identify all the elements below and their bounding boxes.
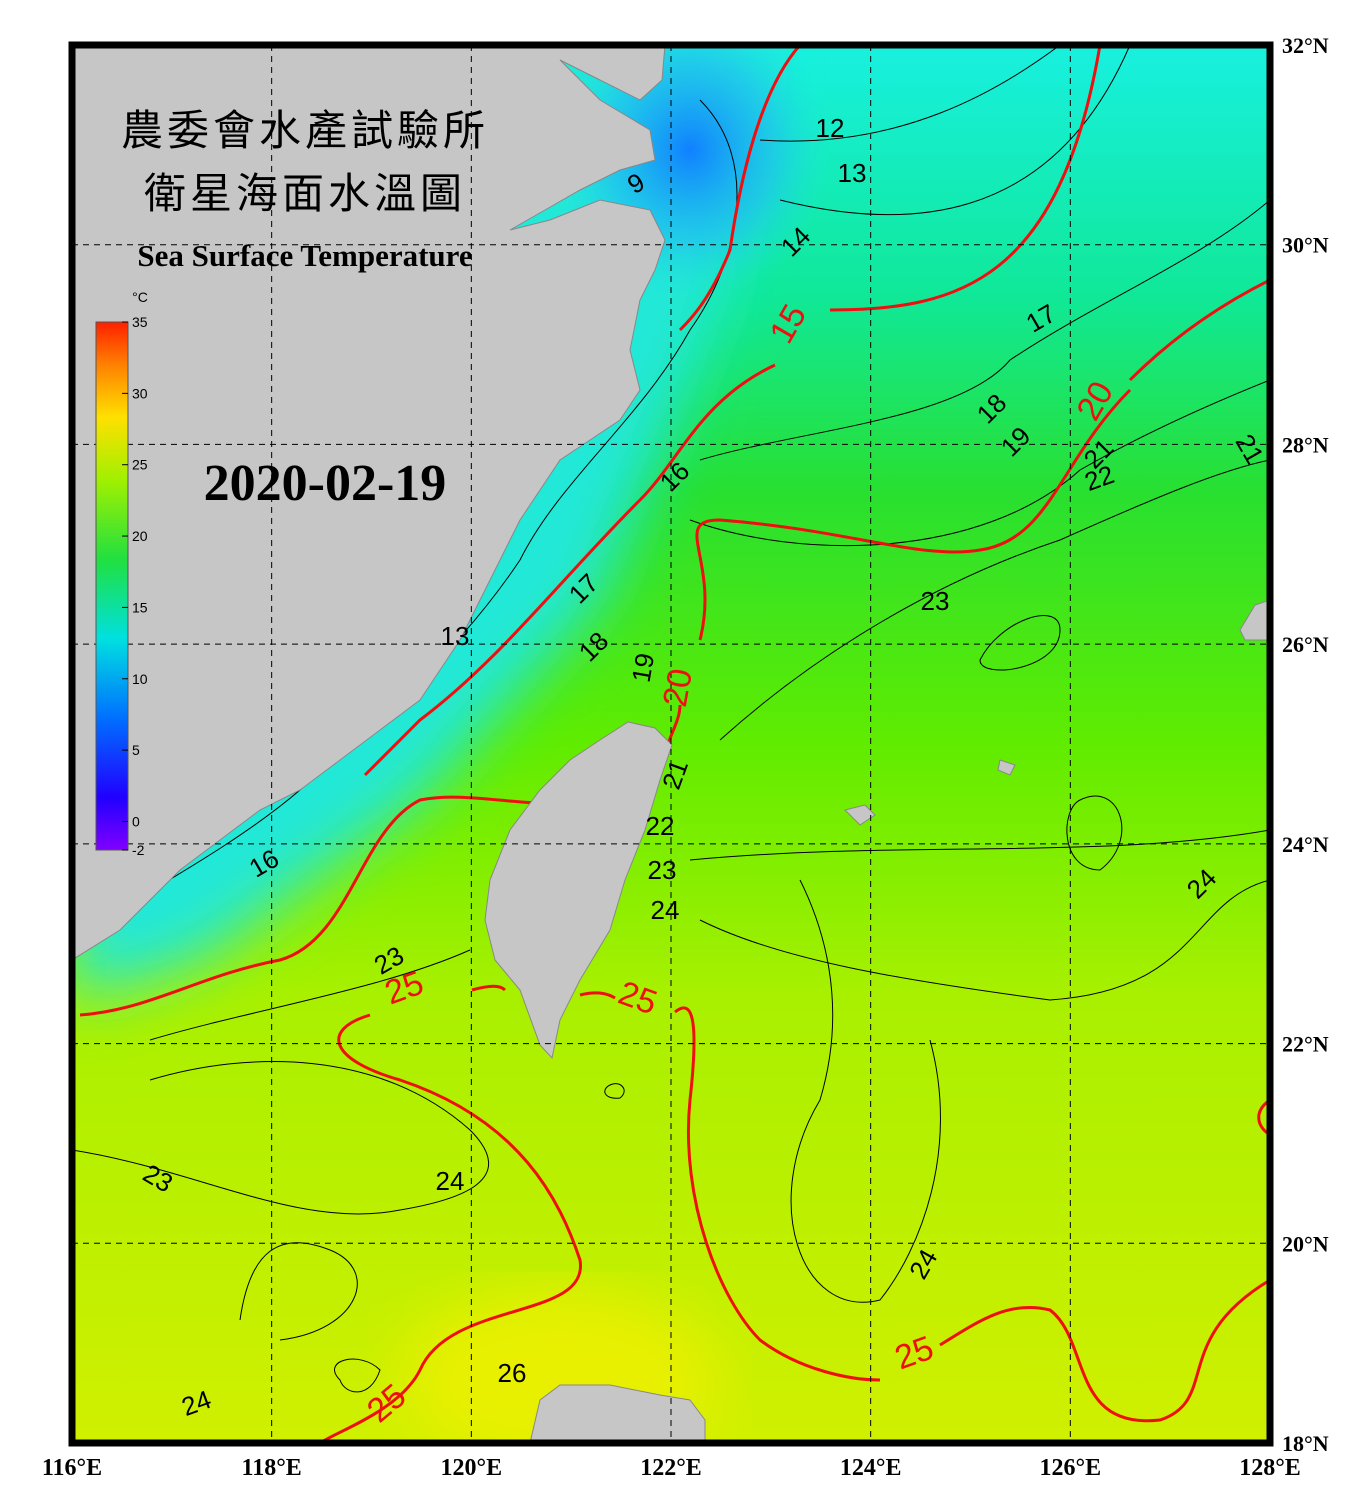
contour-label: 13 <box>838 158 867 188</box>
land <box>72 45 1270 1443</box>
isotherms <box>72 45 1270 1393</box>
contour-label: 13 <box>441 621 470 651</box>
subtitle: Sea Surface Temperature <box>137 238 472 273</box>
lat-label: 26°N <box>1282 632 1329 657</box>
frame <box>68 41 1274 1447</box>
lat-label: 20°N <box>1282 1231 1329 1256</box>
contour-label: 12 <box>816 113 845 143</box>
colorbar-tick-label: -2 <box>132 842 145 858</box>
contour-label: 19 <box>626 651 661 685</box>
lat-label: 28°N <box>1282 432 1329 457</box>
colorbar-unit: °C <box>132 289 148 305</box>
contour-label: 23 <box>921 586 950 616</box>
lat-label: 30°N <box>1282 233 1329 258</box>
lon-label: 120°E <box>441 1455 503 1481</box>
title-line: 農委會水產試驗所 <box>121 108 489 155</box>
axes: 116°E 118°E 120°E 122°E 124°E 126°E 128°E 32°N 3… <box>42 33 1329 1481</box>
major-isotherms <box>79 45 1270 1443</box>
lon-label: 128°E <box>1239 1455 1301 1481</box>
colorbar-tick-label: 35 <box>132 314 148 330</box>
lon-label: 122°E <box>640 1455 702 1481</box>
lat-label: 22°N <box>1282 1032 1329 1057</box>
colorbar-tick-label: 0 <box>132 813 140 829</box>
contour-label: 26 <box>498 1358 527 1388</box>
contour-label: 23 <box>648 855 677 885</box>
lon-label: 116°E <box>42 1455 102 1481</box>
lon-label: 124°E <box>840 1455 902 1481</box>
contour-label: 22 <box>646 811 675 841</box>
contour-label: 20 <box>656 666 700 710</box>
contour-label: 24 <box>436 1166 465 1196</box>
colorbar-tick-label: 15 <box>132 599 148 615</box>
grid <box>72 45 1270 1443</box>
lat-label: 18°N <box>1282 1431 1329 1456</box>
colorbar-tick-label: 20 <box>132 528 148 544</box>
date: 2020-02-19 <box>204 455 447 512</box>
colorbar-tick-label: 10 <box>132 671 148 687</box>
colorbar-tick-label: 30 <box>132 385 148 401</box>
lat-label: 24°N <box>1282 832 1329 857</box>
lat-label: 32°N <box>1282 33 1329 58</box>
colorbar-ticks: 35 30 25 20 15 10 5 0 -2 <box>122 314 148 858</box>
lon-label: 126°E <box>1040 1455 1102 1481</box>
colorbar <box>95 321 129 851</box>
colorbar-tick-label: 25 <box>132 457 148 473</box>
colorbar-tick-label: 5 <box>132 742 140 758</box>
title-line: 衛星海面水溫圖 <box>144 172 466 218</box>
contour-label: 24 <box>651 895 680 925</box>
lon-label: 118°E <box>242 1455 302 1481</box>
